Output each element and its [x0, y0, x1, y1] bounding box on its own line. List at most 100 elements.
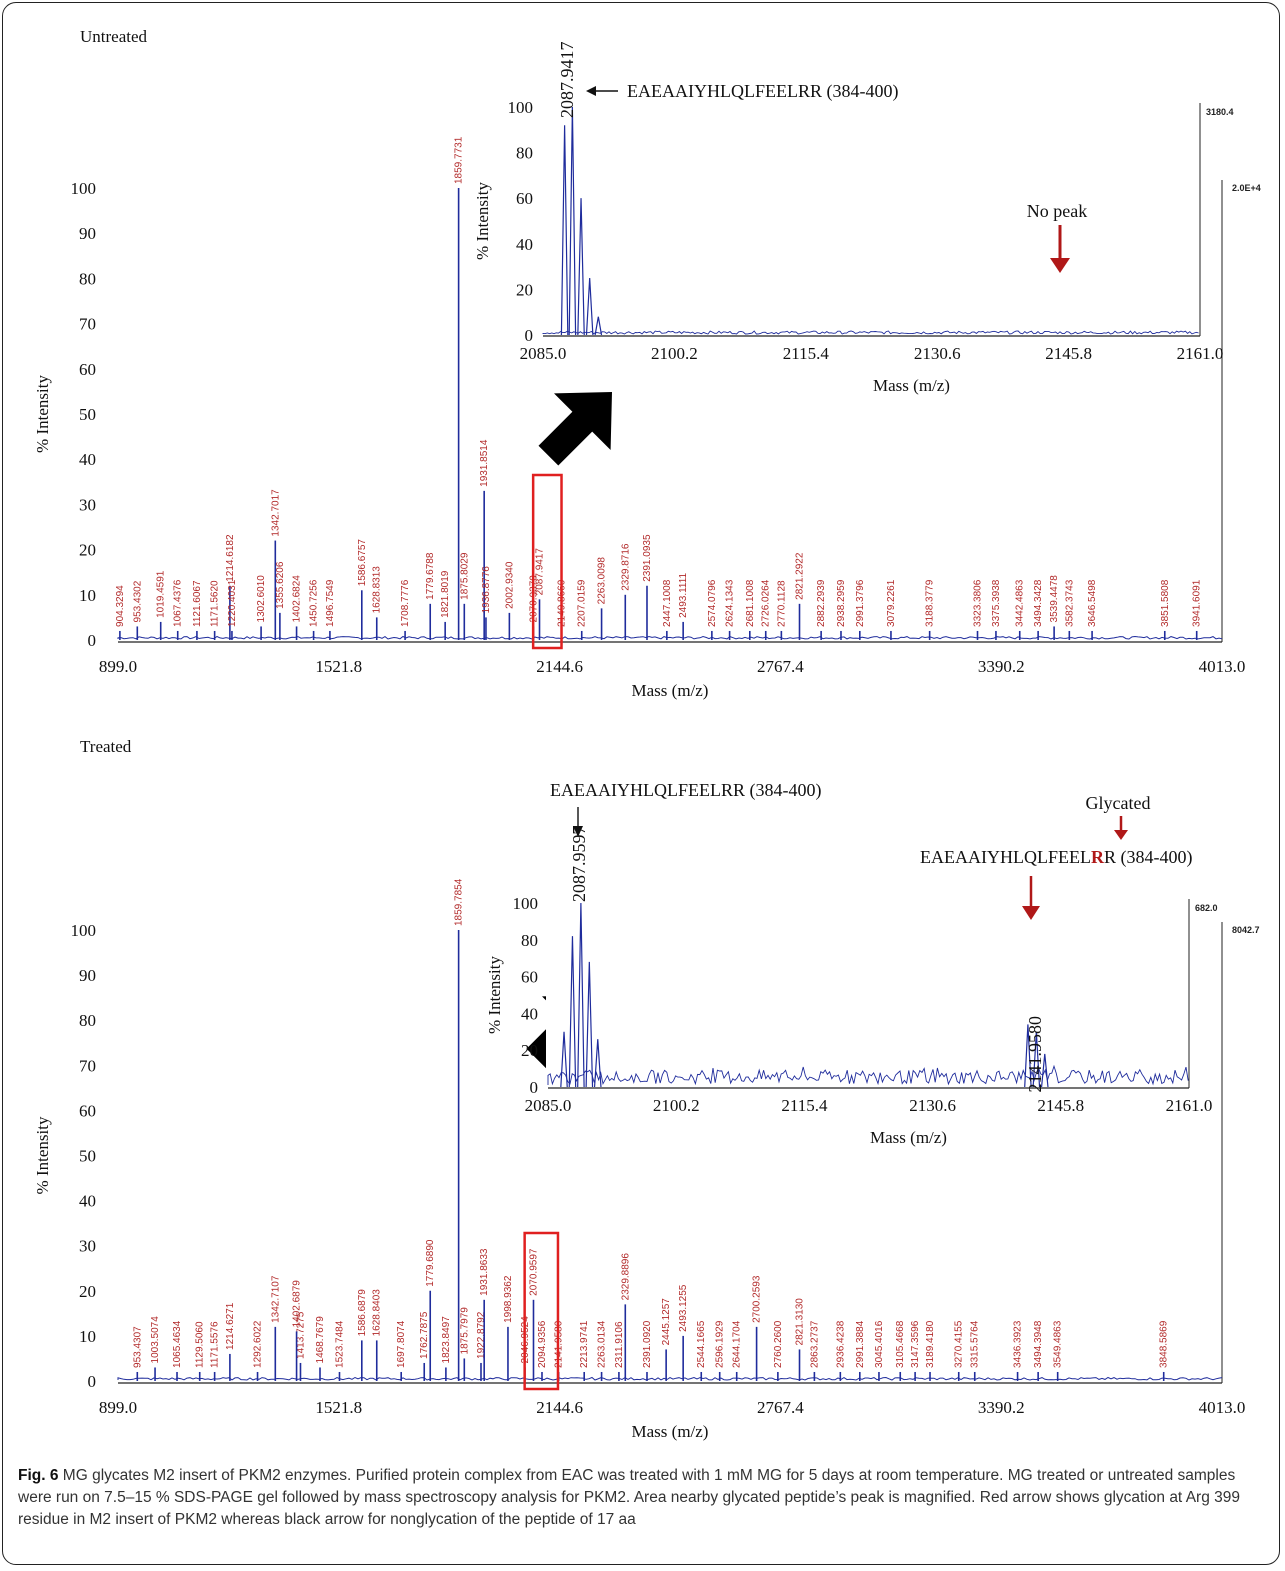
peak-label: 2821.2922	[795, 552, 806, 600]
y-tick-label: 100	[71, 179, 97, 198]
peak-label: 3848.5869	[1159, 1320, 1170, 1368]
peak-label: 953.4307	[132, 1326, 143, 1368]
peak-label: 2544.1665	[696, 1320, 707, 1368]
inset-x-tick-label: 2161.0	[1177, 344, 1224, 363]
peak-label: 1708.7776	[400, 579, 411, 627]
inset-y-tick-label: 20	[521, 1041, 538, 1060]
peak-label: 3323.3806	[973, 579, 984, 627]
y-tick-label: 50	[79, 1147, 96, 1166]
peak-label: 1628.8403	[372, 1289, 383, 1337]
inset-peak	[593, 1039, 602, 1088]
x-tick-label: 4013.0	[1199, 657, 1246, 676]
inset-noise-trace	[542, 330, 1199, 335]
peak-label: 1003.5074	[150, 1316, 161, 1364]
red-arrow-head	[1022, 906, 1040, 920]
zoom-box	[531, 473, 563, 650]
inset-x-tick-label: 2085.0	[520, 344, 567, 363]
peak-label: 1496.7549	[325, 579, 336, 627]
peak-label: 2493.1255	[678, 1284, 689, 1332]
peak-label: 2770.1128	[776, 580, 787, 627]
peak-label: 2447.1008	[662, 579, 673, 627]
peak-label: 3270.4155	[954, 1320, 965, 1368]
inset-background	[541, 77, 1202, 335]
x-tick-label: 2767.4	[757, 657, 804, 676]
x-tick-label: 1521.8	[315, 1398, 362, 1417]
y-tick-label: 10	[79, 1327, 96, 1346]
peak-label: 2329.8896	[620, 1253, 631, 1301]
y-tick-label: 80	[79, 269, 96, 288]
y-tick-label: 60	[79, 360, 96, 379]
peak-label: 2760.2600	[773, 1320, 784, 1368]
y-tick-label: 40	[79, 450, 96, 469]
inset-background	[546, 873, 1191, 1087]
inset-x-tick-label: 2130.6	[909, 1096, 956, 1115]
glycated-annotation-prefix: EAEAAIYHLQLFEEL	[920, 847, 1091, 867]
x-tick-label: 899.0	[99, 657, 137, 676]
zoom-box	[523, 1231, 560, 1391]
peak-label: 1302.6010	[256, 575, 267, 623]
inset-peak	[560, 1031, 568, 1088]
inset-x-tick-label: 2145.8	[1045, 344, 1092, 363]
peak-label: 1171.5576	[210, 1321, 221, 1368]
peak-label: 3549.4863	[1053, 1320, 1064, 1368]
peak-label: 3582.3743	[1064, 579, 1075, 627]
baseline-noise	[117, 1376, 1223, 1381]
corner-label: 2.0E+4	[1232, 183, 1261, 193]
inset-y-tick-label: 60	[521, 968, 538, 987]
figure-svg: Untreated 2.0E+4 0 10 20 30 40 50 60 70 80 90 100 899…	[33, 27, 1261, 1441]
y-tick-label: 20	[79, 541, 96, 560]
inset-x-tick-label: 2100.2	[653, 1096, 700, 1115]
peak-label: 1292.6022	[253, 1320, 264, 1368]
peak-label: 1779.6890	[425, 1239, 436, 1287]
peak-label: 1129.5060	[195, 1321, 206, 1368]
peak-label: 1019.4591	[156, 570, 167, 618]
x-axis-label: Mass (m/z)	[632, 1422, 709, 1441]
inset-y-tick-label: 100	[508, 98, 534, 117]
inset-peak	[568, 106, 577, 336]
peak-label: 3436.3923	[1013, 1320, 1024, 1368]
inset-x-tick-label: 2145.8	[1037, 1096, 1084, 1115]
peak-label: 3189.4180	[925, 1320, 936, 1368]
peak-label: 1931.8633	[479, 1248, 490, 1296]
y-tick-label: 60	[79, 1101, 96, 1120]
peak-label: 2821.3130	[795, 1298, 806, 1346]
x-tick-label: 1521.8	[315, 657, 362, 676]
inset-peak	[568, 936, 577, 1088]
peak-label: 3147.3596	[910, 1320, 921, 1368]
inset-x-tick-label: 2115.4	[781, 1096, 828, 1115]
corner-label: 8042.7	[1232, 925, 1260, 935]
peak-label: 3188.3779	[925, 579, 936, 627]
inset-y-tick-label: 0	[530, 1078, 539, 1097]
inset-y-tick-label: 80	[516, 144, 533, 163]
peak-label: 2070.9597	[528, 1248, 539, 1296]
peak-label: 1931.8514	[479, 439, 490, 487]
inset-y-tick-label: 80	[521, 931, 538, 950]
inset-peak-label: 2087.9597	[569, 826, 589, 903]
peak-label: 1413.7275	[295, 1311, 306, 1359]
inset-peak	[1032, 1031, 1041, 1088]
peak-label: 1859.7854	[454, 878, 465, 926]
y-tick-label: 90	[79, 224, 96, 243]
peak-label: 2644.1704	[732, 1320, 743, 1368]
peak-label: 2087.9417	[535, 548, 546, 596]
inset-x-tick-label: 2115.4	[783, 344, 830, 363]
x-tick-label: 899.0	[99, 1398, 137, 1417]
peak-label: 1936.8776	[481, 566, 492, 614]
x-tick-label: 3390.2	[978, 1398, 1025, 1417]
y-tick-label: 70	[79, 315, 96, 334]
peak-label: 1342.7107	[270, 1275, 281, 1323]
peak-label: 3079.2261	[886, 579, 897, 627]
peak-label: 1998.9362	[503, 1275, 514, 1323]
y-tick-label: 10	[79, 586, 96, 605]
inset-x-tick-label: 2130.6	[914, 344, 961, 363]
panel-title-0: Untreated	[80, 27, 148, 46]
glycated-peak-label: 2141.9580	[1025, 1016, 1045, 1093]
y-tick-label: 30	[79, 495, 96, 514]
y-tick-label: 70	[79, 1056, 96, 1075]
figure-caption: Fig. 6 MG glycates M2 insert of PKM2 enz…	[18, 1465, 1268, 1531]
peak-label: 2574.0796	[707, 579, 718, 627]
peak-label: 3375.3938	[991, 579, 1002, 627]
glycated-peptide-annotation: EAEAAIYHLQLFEELRR (384-400)	[920, 847, 1192, 868]
peak-label: 2596.1929	[715, 1320, 726, 1368]
y-tick-label: 40	[79, 1192, 96, 1211]
